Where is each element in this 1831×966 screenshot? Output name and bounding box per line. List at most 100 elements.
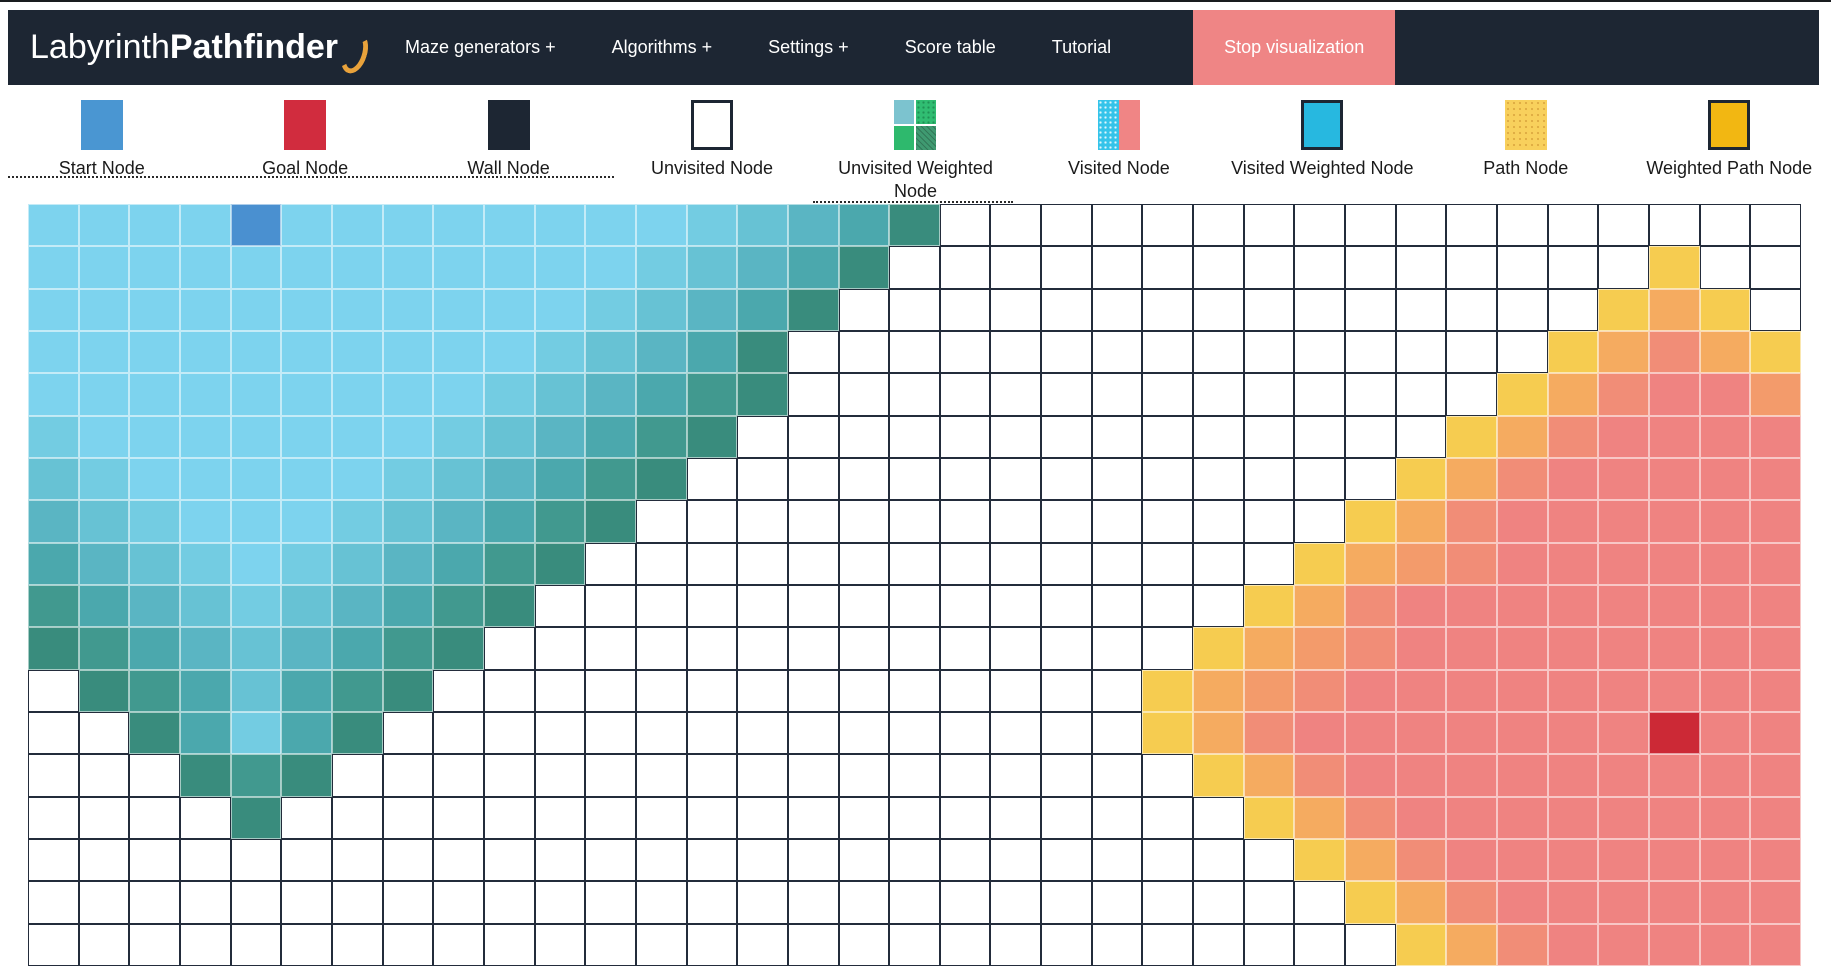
grid-cell[interactable] — [889, 457, 940, 501]
grid-cell[interactable] — [889, 373, 940, 416]
grid-cell[interactable] — [1547, 246, 1599, 289]
grid-cell[interactable] — [585, 627, 636, 670]
grid-cell[interactable] — [129, 457, 180, 501]
grid-cell[interactable] — [1142, 542, 1194, 585]
grid-cell[interactable] — [1598, 923, 1649, 966]
grid-cell[interactable] — [838, 457, 890, 501]
grid-cell[interactable] — [990, 796, 1042, 839]
grid-cell[interactable] — [787, 246, 839, 289]
grid-cell[interactable] — [635, 584, 687, 628]
grid-cell[interactable] — [939, 373, 991, 416]
grid-cell[interactable] — [1193, 500, 1244, 543]
grid-cell[interactable] — [1649, 542, 1700, 585]
grid-cell[interactable] — [1699, 373, 1751, 416]
grid-cell[interactable] — [78, 584, 130, 628]
grid-cell[interactable] — [635, 330, 687, 374]
grid-cell[interactable] — [382, 669, 434, 712]
grid-cell[interactable] — [534, 246, 586, 289]
grid-cell[interactable] — [1345, 330, 1396, 374]
grid-cell[interactable] — [1395, 584, 1447, 628]
grid-cell[interactable] — [737, 881, 788, 924]
grid-cell[interactable] — [585, 457, 636, 501]
grid-cell[interactable] — [78, 204, 130, 247]
grid-cell[interactable] — [1699, 881, 1751, 924]
grid-cell[interactable] — [281, 500, 332, 543]
grid-cell[interactable] — [382, 500, 434, 543]
grid-cell[interactable] — [129, 754, 180, 797]
grid-cell[interactable] — [939, 627, 991, 670]
grid-cell[interactable] — [1243, 584, 1295, 628]
grid-cell[interactable] — [1294, 542, 1346, 585]
grid-cell[interactable] — [281, 542, 332, 585]
grid-cell[interactable] — [1395, 204, 1447, 247]
grid-cell[interactable] — [1243, 754, 1295, 797]
grid-cell[interactable] — [230, 923, 282, 966]
grid-cell[interactable] — [1547, 838, 1599, 882]
grid-cell[interactable] — [1699, 330, 1751, 374]
grid-cell[interactable] — [889, 796, 940, 839]
grid-cell[interactable] — [281, 457, 332, 501]
grid-cell[interactable] — [939, 796, 991, 839]
grid-cell[interactable] — [1091, 204, 1143, 247]
grid-cell[interactable] — [483, 330, 535, 374]
grid-cell[interactable] — [990, 204, 1042, 247]
grid-cell[interactable] — [1497, 711, 1548, 755]
grid-cell[interactable] — [1193, 669, 1244, 712]
grid-cell[interactable] — [889, 881, 940, 924]
grid-cell[interactable] — [1193, 415, 1244, 458]
grid-cell[interactable] — [1193, 204, 1244, 247]
grid-cell[interactable] — [331, 669, 383, 712]
grid-cell[interactable] — [331, 330, 383, 374]
grid-cell[interactable] — [1547, 923, 1599, 966]
grid-cell[interactable] — [1345, 923, 1396, 966]
start-node[interactable] — [230, 204, 282, 247]
grid-cell[interactable] — [737, 584, 788, 628]
grid-cell[interactable] — [1446, 838, 1498, 882]
grid-cell[interactable] — [230, 542, 282, 585]
grid-cell[interactable] — [1497, 584, 1548, 628]
grid-cell[interactable] — [1294, 457, 1346, 501]
grid-cell[interactable] — [382, 584, 434, 628]
grid-cell[interactable] — [28, 330, 79, 374]
grid-cell[interactable] — [129, 330, 180, 374]
grid-cell[interactable] — [382, 754, 434, 797]
grid-cell[interactable] — [28, 669, 79, 712]
grid-cell[interactable] — [1243, 330, 1295, 374]
grid-cell[interactable] — [1294, 584, 1346, 628]
grid-cell[interactable] — [534, 330, 586, 374]
grid-cell[interactable] — [1345, 838, 1396, 882]
grid-cell[interactable] — [1649, 627, 1700, 670]
grid-cell[interactable] — [179, 923, 231, 966]
grid-cell[interactable] — [179, 204, 231, 247]
grid-cell[interactable] — [433, 923, 484, 966]
grid-cell[interactable] — [1497, 246, 1548, 289]
grid-cell[interactable] — [1598, 246, 1649, 289]
grid-cell[interactable] — [1649, 838, 1700, 882]
grid-cell[interactable] — [1243, 373, 1295, 416]
grid-cell[interactable] — [1699, 754, 1751, 797]
grid-cell[interactable] — [534, 204, 586, 247]
grid-cell[interactable] — [1446, 330, 1498, 374]
grid-cell[interactable] — [1091, 584, 1143, 628]
grid-cell[interactable] — [1699, 415, 1751, 458]
grid-cell[interactable] — [939, 500, 991, 543]
nav-item-algorithms[interactable]: Algorithms + — [611, 37, 713, 57]
grid-cell[interactable] — [483, 838, 535, 882]
grid-cell[interactable] — [433, 711, 484, 755]
grid-cell[interactable] — [1750, 923, 1801, 966]
grid-cell[interactable] — [787, 881, 839, 924]
grid-cell[interactable] — [939, 457, 991, 501]
grid-cell[interactable] — [889, 542, 940, 585]
grid-cell[interactable] — [1041, 246, 1092, 289]
grid-cell[interactable] — [990, 457, 1042, 501]
grid-cell[interactable] — [889, 204, 940, 247]
grid-cell[interactable] — [635, 711, 687, 755]
grid-cell[interactable] — [737, 923, 788, 966]
grid-cell[interactable] — [1243, 500, 1295, 543]
grid-cell[interactable] — [129, 288, 180, 331]
grid-cell[interactable] — [1193, 246, 1244, 289]
grid-cell[interactable] — [1598, 584, 1649, 628]
grid-cell[interactable] — [585, 330, 636, 374]
grid-cell[interactable] — [1497, 796, 1548, 839]
grid-cell[interactable] — [1142, 923, 1194, 966]
